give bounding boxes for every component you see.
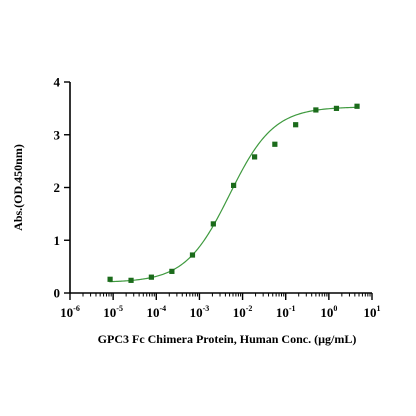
x-tick-label: 10-5 [103,304,123,320]
tick-labels: 0 1 2 3 4 10-6 10-5 10-4 10-3 10-2 10-1 100 101 [54,75,381,321]
data-point [252,154,258,160]
data-point [272,141,278,147]
data-point [293,122,299,128]
y-axis-label: Abs.(OD.450nm) [11,144,25,231]
tick-marks [64,81,373,300]
plot-area [107,103,360,283]
data-point [333,105,340,111]
data-point [313,107,319,113]
y-tick-label: 1 [54,233,61,248]
data-point [169,268,175,274]
x-axis-label: GPC3 Fc Chimera Protein, Human Conc. (µg… [98,332,357,346]
data-point [231,182,237,188]
x-tick-label: 10-4 [146,304,166,320]
data-point [189,252,196,258]
x-tick-label: 101 [364,304,381,320]
x-tick-label: 10-1 [276,304,296,320]
data-point [128,277,134,283]
data-point [148,274,154,280]
x-tick-label: 10-3 [190,304,210,320]
y-tick-label: 3 [54,127,61,142]
x-tick-label: 10-2 [233,304,253,320]
y-tick-label: 4 [54,75,61,90]
data-point [210,221,216,227]
axes [69,82,372,294]
data-point [107,276,113,282]
y-tick-label: 0 [54,286,61,301]
fit-curve [109,106,358,283]
data-point [354,103,360,109]
x-tick-label: 10-6 [60,304,80,320]
x-tick-label: 100 [320,304,337,320]
y-tick-label: 2 [54,180,61,195]
